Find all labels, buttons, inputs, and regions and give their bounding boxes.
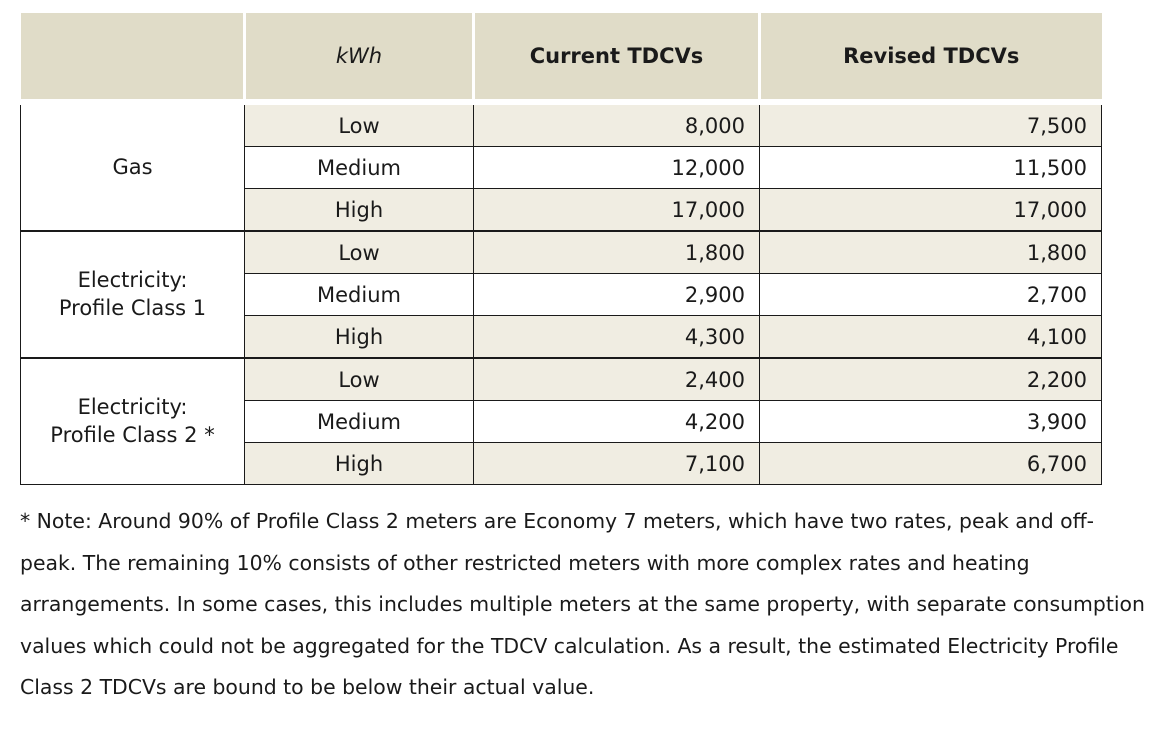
table-row: High 7,100 6,700 [21,442,1102,485]
table-row: High 4,300 4,100 [21,315,1102,359]
table-row: Electricity: Profile Class 2 * Low 2,400 2,2… [20,357,1102,485]
group-label-line: Gas [112,154,153,179]
header-blank [20,13,245,105]
tdcv-table: kWh Current TDCVs Revised TDCVs Gas Low 8,… [20,13,1102,485]
table-row: Gas Low 8,000 7,500 [20,101,1102,232]
current-tdcv-cell: 4,300 [473,315,760,359]
table-row: Medium 4,200 3,900 [21,400,1102,443]
current-tdcv-cell: 2,400 [473,357,760,401]
revised-tdcv-cell: 6,700 [759,442,1102,485]
band-cell: Medium [244,146,474,189]
revised-tdcv-cell: 2,700 [759,273,1102,316]
revised-tdcv-cell: 11,500 [759,146,1102,189]
group-label-cell: Electricity: Profile Class 2 * [20,357,245,485]
group-label-line: Electricity: [77,268,188,293]
band-cell: Medium [244,273,474,316]
table-row: Electricity: Profile Class 1 Low 1,800 1,800 [20,230,1102,359]
group-label-cell: Gas [20,101,245,232]
band-cell: Low [244,357,474,401]
current-tdcv-cell: 7,100 [473,442,760,485]
header-revised-tdcvs: Revised TDCVs [758,13,1102,105]
band-cell: Low [244,230,474,274]
current-tdcv-cell: 1,800 [473,230,760,274]
revised-tdcv-cell: 3,900 [759,400,1102,443]
band-cell: Medium [244,400,474,443]
header-current-tdcvs: Current TDCVs [472,13,760,105]
group-label-line: Profile Class 1 [58,295,207,320]
revised-tdcv-cell: 4,100 [759,315,1102,359]
footnote: * Note: Around 90% of Profile Class 2 me… [20,509,1145,699]
band-cell: Low [244,101,474,147]
band-cell: High [244,315,474,359]
header-kwh: kWh [243,13,474,105]
current-tdcv-cell: 8,000 [473,101,760,147]
revised-tdcv-cell: 7,500 [759,101,1102,147]
group-label-line: Profile Class 2 * [50,422,215,447]
table-row: High 17,000 17,000 [21,188,1102,232]
revised-tdcv-cell: 1,800 [759,230,1102,274]
current-tdcv-cell: 4,200 [473,400,760,443]
table-row: Medium 2,900 2,700 [21,273,1102,316]
group-label-line: Electricity: [77,395,188,420]
table-row: Medium 12,000 11,500 [21,146,1102,189]
table-body: Gas Low 8,000 7,500 Medium 12,000 11,500 High 17… [20,101,1102,485]
band-cell: High [244,188,474,232]
current-tdcv-cell: 12,000 [473,146,760,189]
revised-tdcv-cell: 17,000 [759,188,1102,232]
group-label-cell: Electricity: Profile Class 1 [20,230,245,359]
header-row: kWh Current TDCVs Revised TDCVs [20,13,1102,105]
current-tdcv-cell: 2,900 [473,273,760,316]
revised-tdcv-cell: 2,200 [759,357,1102,401]
band-cell: High [244,442,474,485]
current-tdcv-cell: 17,000 [473,188,760,232]
